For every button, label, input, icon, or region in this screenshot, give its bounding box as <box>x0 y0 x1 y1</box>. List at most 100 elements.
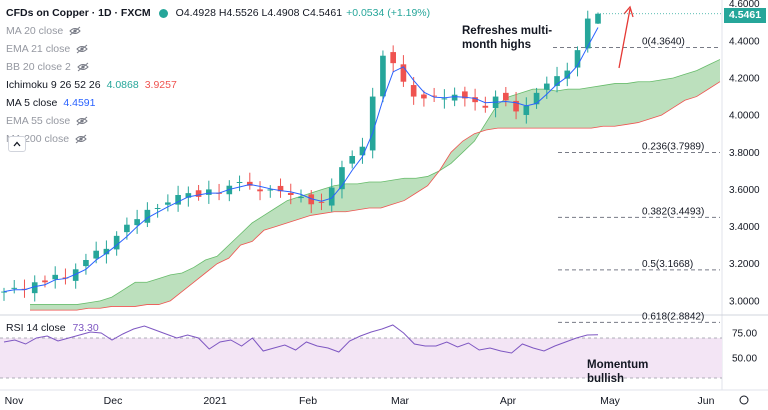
hidden-eye-icon[interactable] <box>75 134 87 144</box>
indicator-row[interactable]: BB 20 close 2 <box>6 58 430 76</box>
candle-body <box>318 201 325 203</box>
candle-body <box>339 167 345 190</box>
rsi-legend: RSI 14 close 73.30 <box>6 322 99 334</box>
cloud-span-b <box>30 81 721 311</box>
price-tick-label: 3.8000 <box>729 148 760 159</box>
indicator-value: 4.0868 <box>106 79 139 91</box>
fib-level-label: 0.618(2.8842) <box>642 311 704 322</box>
price-tick-label: 3.6000 <box>729 185 760 196</box>
candle-body <box>431 95 437 97</box>
time-axis-label: Nov <box>5 395 24 407</box>
candle-body <box>400 64 407 82</box>
current-price-tag: 4.5461 <box>724 8 766 23</box>
hidden-eye-icon[interactable] <box>76 116 88 126</box>
annotation-momentum: Momentum bullish <box>587 358 667 386</box>
rsi-label[interactable]: RSI 14 close <box>6 322 66 334</box>
candle-body <box>185 193 192 198</box>
symbol-title[interactable]: CFDs on Copper · 1D · FXCM <box>6 7 151 19</box>
candle-body <box>246 181 253 186</box>
candle-body <box>72 269 79 281</box>
candle-body <box>103 248 110 255</box>
cloud-span-a <box>30 59 721 305</box>
candle-body <box>62 277 69 279</box>
candle-body <box>503 92 509 101</box>
candle-body <box>328 187 335 206</box>
rsi-tick-label: 75.00 <box>732 329 757 340</box>
annotation-momentum-text: Momentum bullish <box>587 358 667 386</box>
price-tick-label: 3.0000 <box>729 296 760 307</box>
candle-body <box>175 195 181 205</box>
price-tick-label: 4.6000 <box>729 0 760 10</box>
indicator-name: EMA 55 close <box>6 115 71 127</box>
price-tick-label: 4.0000 <box>729 111 760 122</box>
candle-body <box>287 192 294 195</box>
candle-body <box>574 50 581 68</box>
price-tick-label: 3.4000 <box>729 222 760 233</box>
candle-body <box>564 70 571 79</box>
time-axis-label: Apr <box>500 395 517 407</box>
indicator-row[interactable]: Ichimoku 9 26 52 26 4.0868 3.9257 <box>6 76 430 94</box>
indicator-row[interactable]: MA 5 close 4.4591 <box>6 94 430 112</box>
candle-body <box>369 96 376 151</box>
rsi-line <box>3 324 599 354</box>
indicator-row[interactable]: EMA 55 close <box>6 112 430 130</box>
indicator-row[interactable]: MA 20 close <box>6 22 430 40</box>
candle-body <box>124 224 130 233</box>
annotation-line: Refreshes multi- <box>462 25 553 37</box>
indicator-row[interactable]: MA 200 close <box>6 130 430 148</box>
rsi-value: 73.30 <box>72 322 99 334</box>
indicator-name: MA 20 close <box>6 25 64 37</box>
annotation-line: bullish <box>587 373 625 385</box>
collapse-legend-button[interactable] <box>8 136 26 152</box>
hidden-eye-icon[interactable] <box>77 62 89 72</box>
market-status-icon <box>158 8 168 18</box>
candle-body <box>226 185 233 195</box>
candle-body <box>267 189 274 191</box>
candle-body <box>513 100 519 112</box>
candle-body <box>11 287 18 289</box>
candle-body <box>42 280 48 283</box>
candle-body <box>482 105 489 108</box>
price-tick-label: 4.4000 <box>729 36 760 47</box>
candle-body <box>421 94 427 99</box>
annotation-highs: Refreshes multi-month highs <box>462 24 572 52</box>
time-axis-label: May <box>600 395 621 407</box>
indicator-row[interactable]: EMA 21 close <box>6 40 430 58</box>
indicator-name: Ichimoku 9 26 52 26 <box>6 79 101 91</box>
annotation-arrow-line <box>618 8 631 69</box>
time-axis-label: Dec <box>104 395 123 407</box>
annotation-arrow-head <box>623 5 634 18</box>
settings-gear-icon[interactable] <box>739 395 749 405</box>
candle-body <box>308 194 315 205</box>
candle-body <box>543 83 550 90</box>
candle-body <box>134 219 140 226</box>
hidden-eye-icon[interactable] <box>69 26 81 36</box>
candle-body <box>113 235 120 250</box>
time-axis-label: Feb <box>299 395 317 407</box>
indicator-value: 4.4591 <box>63 97 96 109</box>
fib-level-label: 0(4.3640) <box>642 37 685 48</box>
candle-body <box>277 185 284 192</box>
rsi-tick-label: 50.00 <box>732 354 757 365</box>
candle-body <box>451 94 458 101</box>
candle-body <box>1 291 7 293</box>
indicator-name: BB 20 close 2 <box>6 61 71 73</box>
annotation-highs-text: Refreshes multi-month highs <box>462 24 572 52</box>
candle-body <box>533 92 540 105</box>
candle-body <box>257 189 263 192</box>
candle-body <box>31 282 38 294</box>
candle-body <box>584 18 591 49</box>
hidden-eye-icon[interactable] <box>76 44 88 54</box>
fib-level-label: 0.382(3.4493) <box>642 206 704 217</box>
candle-body <box>83 260 89 267</box>
indicator-legend: CFDs on Copper · 1D · FXCM O4.4928 H4.55… <box>6 4 430 148</box>
candle-body <box>144 209 151 223</box>
annotation-line: Momentum <box>587 359 649 371</box>
price-tick-label: 3.2000 <box>729 259 760 270</box>
candle-body <box>195 190 202 197</box>
annotation-line: month highs <box>462 39 531 51</box>
symbol-header: CFDs on Copper · 1D · FXCM O4.4928 H4.55… <box>6 4 430 22</box>
candle-body <box>206 189 212 195</box>
